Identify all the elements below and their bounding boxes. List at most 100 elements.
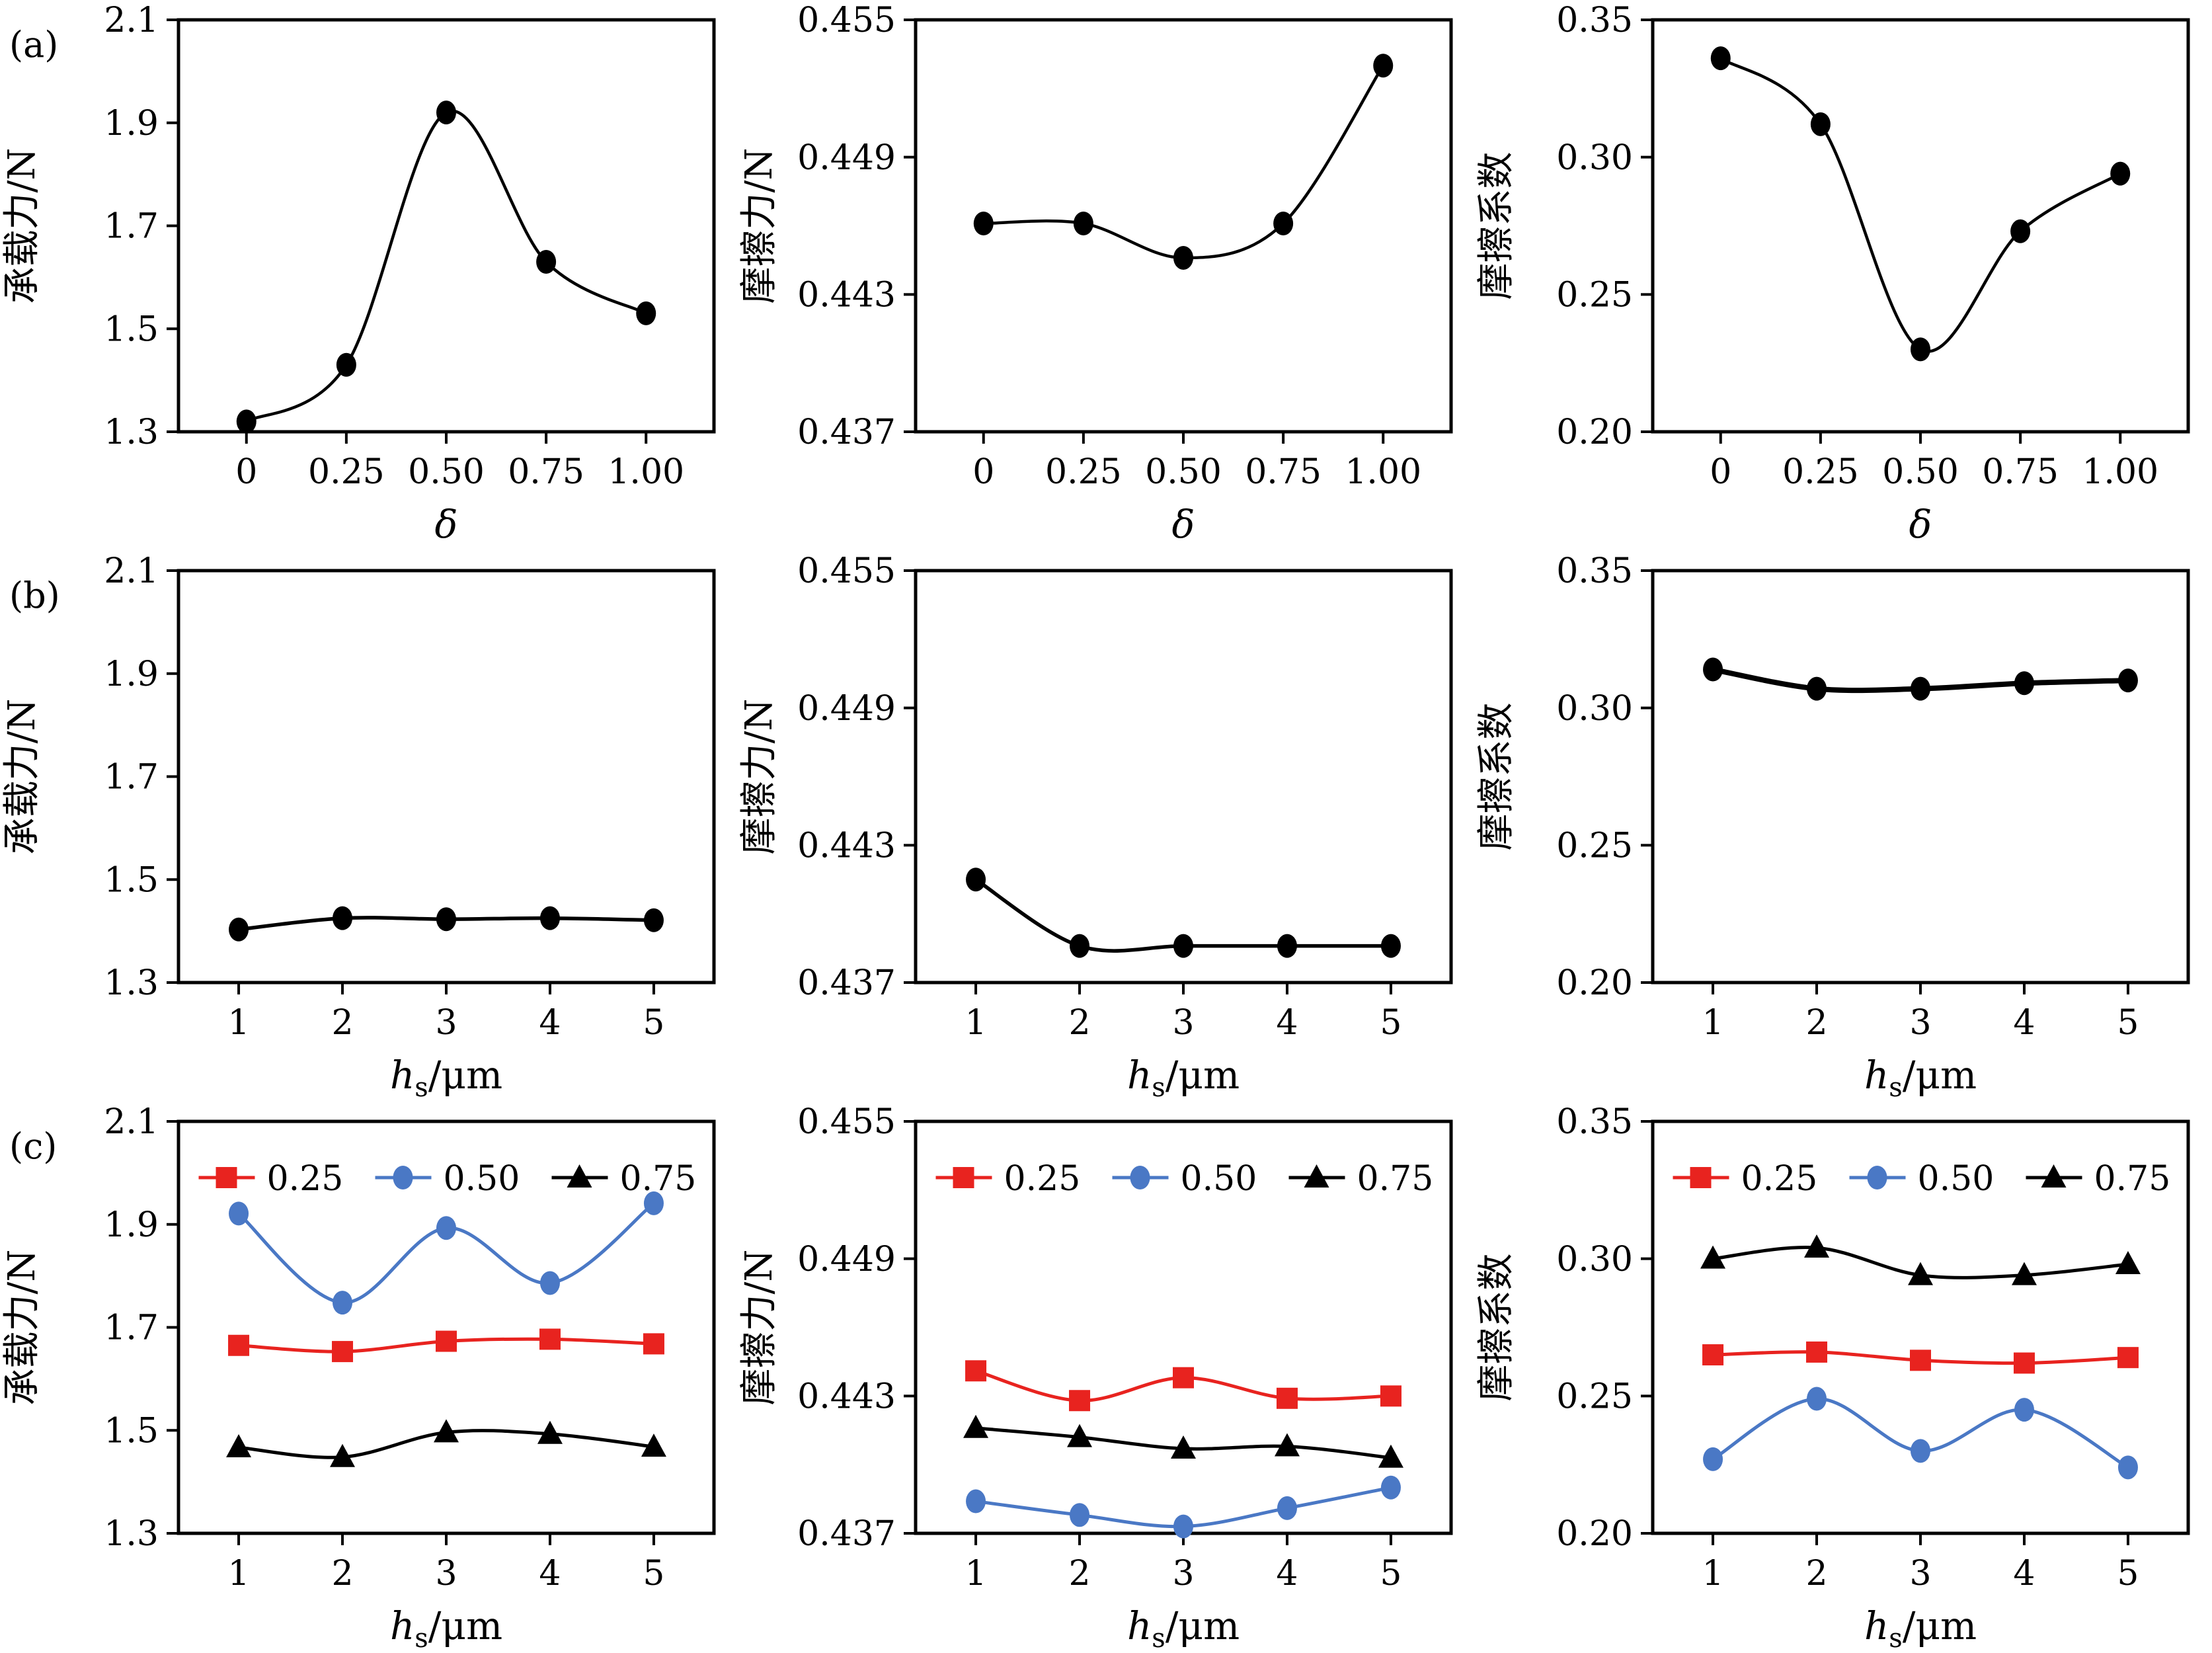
- y-tick-label: 2.1: [104, 1, 159, 40]
- legend-label: 0.25: [267, 1159, 344, 1199]
- y-tick-label: 0.25: [1556, 826, 1633, 866]
- marker-triangle-icon: [1378, 1444, 1403, 1468]
- x-tick-label: 4: [539, 1003, 561, 1043]
- plot-a3: 0 0.25 0.50 0.75 1.00 0.20 0.25 0.30 0.35 摩擦系数 δ: [1475, 1, 2190, 547]
- x-axis-label: hs/μm: [1127, 1603, 1240, 1652]
- y-tick-label: 0.20: [1556, 1514, 1633, 1554]
- y-tick-label: 1.5: [104, 860, 159, 900]
- marker-circle-icon: [333, 1291, 353, 1315]
- marker-circle-icon: [1373, 54, 1394, 78]
- marker-circle-icon: [1070, 934, 1090, 958]
- marker-circle-icon: [1380, 1475, 1401, 1500]
- x-tick-label: 4: [1276, 1554, 1298, 1593]
- marker-circle-icon: [1911, 676, 1930, 701]
- y-tick-label: 0.25: [1556, 276, 1633, 315]
- y-tick-label: 1.7: [104, 1309, 159, 1348]
- y-tick-label: 1.9: [104, 1205, 159, 1245]
- chart-c3: 1 2 3 4 5 0.20 0.25 0.30 0.35 摩擦系数 hs/μm 0.25 0.50 0.…: [1474, 1102, 2211, 1652]
- x-tick-label: 5: [1380, 1554, 1402, 1593]
- y-tick-label: 0.449: [797, 689, 896, 729]
- x-tick-label: 1: [965, 1003, 986, 1043]
- axes-frame: [177, 18, 716, 434]
- chart-b2: 1 2 3 4 5 0.437 0.443 0.449 0.455 摩擦力/N hs/μm: [737, 551, 1474, 1102]
- marker-circle-icon: [1173, 934, 1193, 958]
- marker-square-icon: [953, 1167, 974, 1188]
- marker-circle-icon: [966, 1489, 986, 1513]
- marker-circle-icon: [539, 906, 560, 930]
- y-axis-label: 承载力/N: [1, 1250, 44, 1406]
- marker-triangle-icon: [1274, 1433, 1300, 1457]
- x-tick-label: 3: [435, 1003, 457, 1043]
- marker-circle-icon: [393, 1166, 413, 1189]
- y-tick-label: 0.455: [797, 551, 896, 591]
- y-tick-label: 0.455: [797, 1102, 896, 1142]
- marker-circle-icon: [1380, 934, 1401, 958]
- x-tick-label: 2: [1068, 1554, 1090, 1593]
- x-axis-label: hs/μm: [1864, 1053, 1977, 1102]
- marker-circle-icon: [966, 867, 986, 892]
- x-tick-label: 5: [643, 1003, 664, 1043]
- marker-square-icon: [216, 1167, 237, 1188]
- marker-square-icon: [539, 1328, 561, 1350]
- x-tick-label: 5: [643, 1554, 664, 1593]
- legend-label: 0.50: [1181, 1159, 1257, 1199]
- marker-triangle-icon: [537, 1420, 563, 1444]
- marker-circle-icon: [1710, 46, 1731, 71]
- x-tick-label: 0.25: [308, 452, 385, 492]
- y-tick-label: 1.7: [104, 758, 159, 797]
- x-tick-label: 1: [227, 1554, 249, 1593]
- y-axis-label: 摩擦系数: [1475, 1254, 1518, 1402]
- y-tick-label: 0.455: [797, 1, 896, 40]
- chart-b3: 1 2 3 4 5 0.20 0.25 0.30 0.35 摩擦系数 hs/μm: [1474, 551, 2211, 1102]
- chart-b1-svg: 1 2 3 4 5 1.3 1.5 1.7 1.9 2.1 承载力/N hs/μm (b): [1, 551, 716, 1102]
- y-axis-label: 摩擦系数: [1475, 152, 1518, 300]
- y-tick-label: 1.3: [104, 1514, 159, 1554]
- plot-a1: 0 0.25 0.50 0.75 1.00 1.3 1.5 1.7 1.9 2.1 承载力/N δ (a…: [1, 1, 716, 547]
- legend-label: 0.25: [1741, 1159, 1818, 1199]
- x-axis-label: hs/μm: [1864, 1603, 1977, 1652]
- y-axis-label: 承载力/N: [1, 699, 44, 855]
- x-tick-label: 1: [1702, 1003, 1723, 1043]
- y-tick-label: 0.443: [797, 1377, 896, 1417]
- marker-circle-icon: [1273, 212, 1294, 236]
- marker-circle-icon: [643, 1191, 664, 1215]
- marker-circle-icon: [1130, 1166, 1150, 1189]
- x-tick-label: 1.00: [2082, 452, 2158, 492]
- plot-c3: 1 2 3 4 5 0.20 0.25 0.30 0.35 摩擦系数 hs/μm 0.25 0.50 0.…: [1475, 1102, 2190, 1652]
- x-tick-label: 3: [1909, 1554, 1931, 1593]
- marker-square-icon: [2117, 1347, 2139, 1369]
- y-tick-label: 1.9: [104, 655, 159, 694]
- series-line-friction-coefficient: [1719, 56, 2122, 353]
- marker-triangle-icon: [1171, 1435, 1196, 1459]
- x-tick-label: 5: [1380, 1003, 1402, 1043]
- chart-a3: 0 0.25 0.50 0.75 1.00 0.20 0.25 0.30 0.35 摩擦系数 δ: [1474, 0, 2211, 551]
- marker-square-icon: [965, 1360, 987, 1382]
- x-tick-label: 1: [1702, 1554, 1723, 1593]
- marker-circle-icon: [236, 409, 257, 434]
- plot-b2: 1 2 3 4 5 0.437 0.443 0.449 0.455 摩擦力/N hs/μm: [738, 551, 1453, 1102]
- marker-square-icon: [1276, 1387, 1298, 1409]
- marker-triangle-icon: [226, 1433, 252, 1457]
- y-tick-label: 0.30: [1556, 138, 1633, 178]
- marker-triangle-icon: [1700, 1245, 1726, 1269]
- chart-c3-svg: 1 2 3 4 5 0.20 0.25 0.30 0.35 摩擦系数 hs/μm 0.25 0.50 0.…: [1475, 1102, 2190, 1652]
- marker-circle-icon: [1277, 1496, 1297, 1520]
- x-tick-label: 1.00: [608, 452, 684, 492]
- y-tick-label: 0.35: [1556, 1102, 1633, 1142]
- y-axis-label: 摩擦力/N: [738, 1250, 781, 1406]
- x-tick-label: 2: [1805, 1554, 1827, 1593]
- x-tick-label: 4: [2013, 1003, 2035, 1043]
- x-tick-label: 0.25: [1782, 452, 1859, 492]
- y-axis-label: 承载力/N: [1, 148, 44, 304]
- chart-a1-svg: 0 0.25 0.50 0.75 1.00 1.3 1.5 1.7 1.9 2.1 承载力/N δ (a…: [1, 1, 716, 547]
- marker-square-icon: [2013, 1352, 2035, 1374]
- x-tick-label: 0: [972, 452, 994, 492]
- x-tick-label: 0.50: [1145, 452, 1222, 492]
- marker-circle-icon: [1070, 1503, 1090, 1527]
- x-tick-label: 3: [1909, 1003, 1931, 1043]
- marker-circle-icon: [436, 101, 456, 125]
- series-line-friction-force: [982, 63, 1385, 260]
- marker-circle-icon: [636, 301, 656, 325]
- marker-triangle-icon: [434, 1419, 459, 1443]
